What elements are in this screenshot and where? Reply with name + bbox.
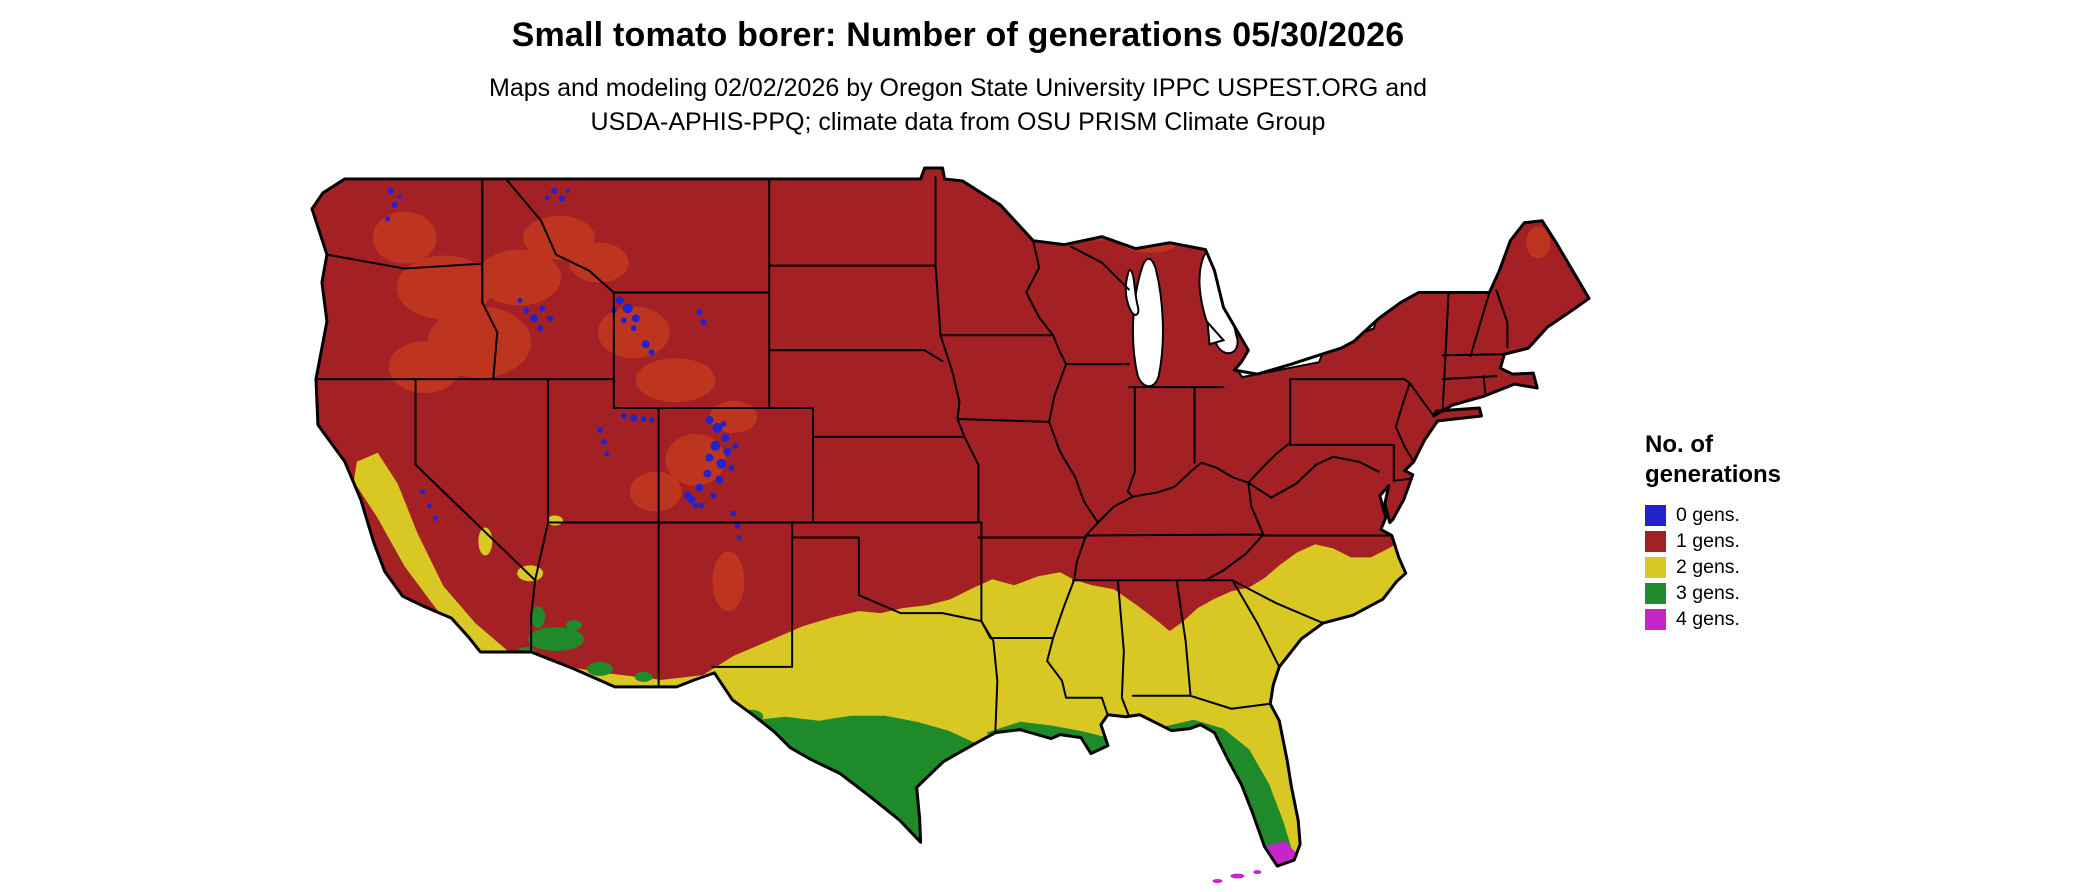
legend-item-0-gens: 0 gens.: [1645, 502, 1965, 528]
legend-item-1-gens: 1 gens.: [1645, 528, 1965, 554]
legend: No. of generations 0 gens. 1 gens. 2 gens.…: [1645, 430, 1965, 632]
map-subtitle-line1: Maps and modeling 02/02/2026 by Oregon S…: [489, 74, 1427, 102]
legend-swatch: [1645, 504, 1666, 526]
map-title: Small tomato borer: Number of generation…: [511, 16, 1405, 54]
map-subtitle-line2: USDA-APHIS-PPQ; climate data from OSU PR…: [590, 108, 1326, 136]
map-subtitle: Maps and modeling 02/02/2026 by Oregon S…: [0, 71, 1916, 139]
legend-swatch: [1645, 582, 1666, 604]
legend-item-4-gens: 4 gens.: [1645, 606, 1965, 632]
relief-texture-layer: [372, 186, 1551, 612]
legend-title: No. of generations: [1645, 430, 1965, 490]
us-map: [305, 163, 1600, 890]
us-map-svg: [310, 166, 1591, 884]
legend-label: 1 gens.: [1676, 529, 1740, 552]
legend-item-2-gens: 2 gens.: [1645, 554, 1965, 580]
map-zones: [311, 167, 1590, 867]
legend-label: 0 gens.: [1676, 503, 1740, 526]
figure-header: Small tomato borer: Number of generation…: [0, 16, 1916, 139]
legend-title-line1: No. of: [1645, 431, 1713, 458]
legend-label: 4 gens.: [1676, 607, 1740, 630]
legend-items: 0 gens. 1 gens. 2 gens. 3 gens. 4 gens.: [1645, 502, 1965, 632]
us-outline: [310, 166, 1591, 868]
legend-swatch: [1645, 608, 1666, 630]
legend-label: 2 gens.: [1676, 555, 1740, 578]
legend-title-line2: generations: [1645, 461, 1782, 488]
zone-0-gens-layer: [385, 187, 742, 540]
florida-keys: [1212, 870, 1262, 884]
legend-label: 3 gens.: [1676, 581, 1740, 604]
legend-item-3-gens: 3 gens.: [1645, 580, 1965, 606]
legend-swatch: [1645, 556, 1666, 578]
legend-swatch: [1645, 530, 1666, 552]
state-borders: [314, 175, 1509, 734]
